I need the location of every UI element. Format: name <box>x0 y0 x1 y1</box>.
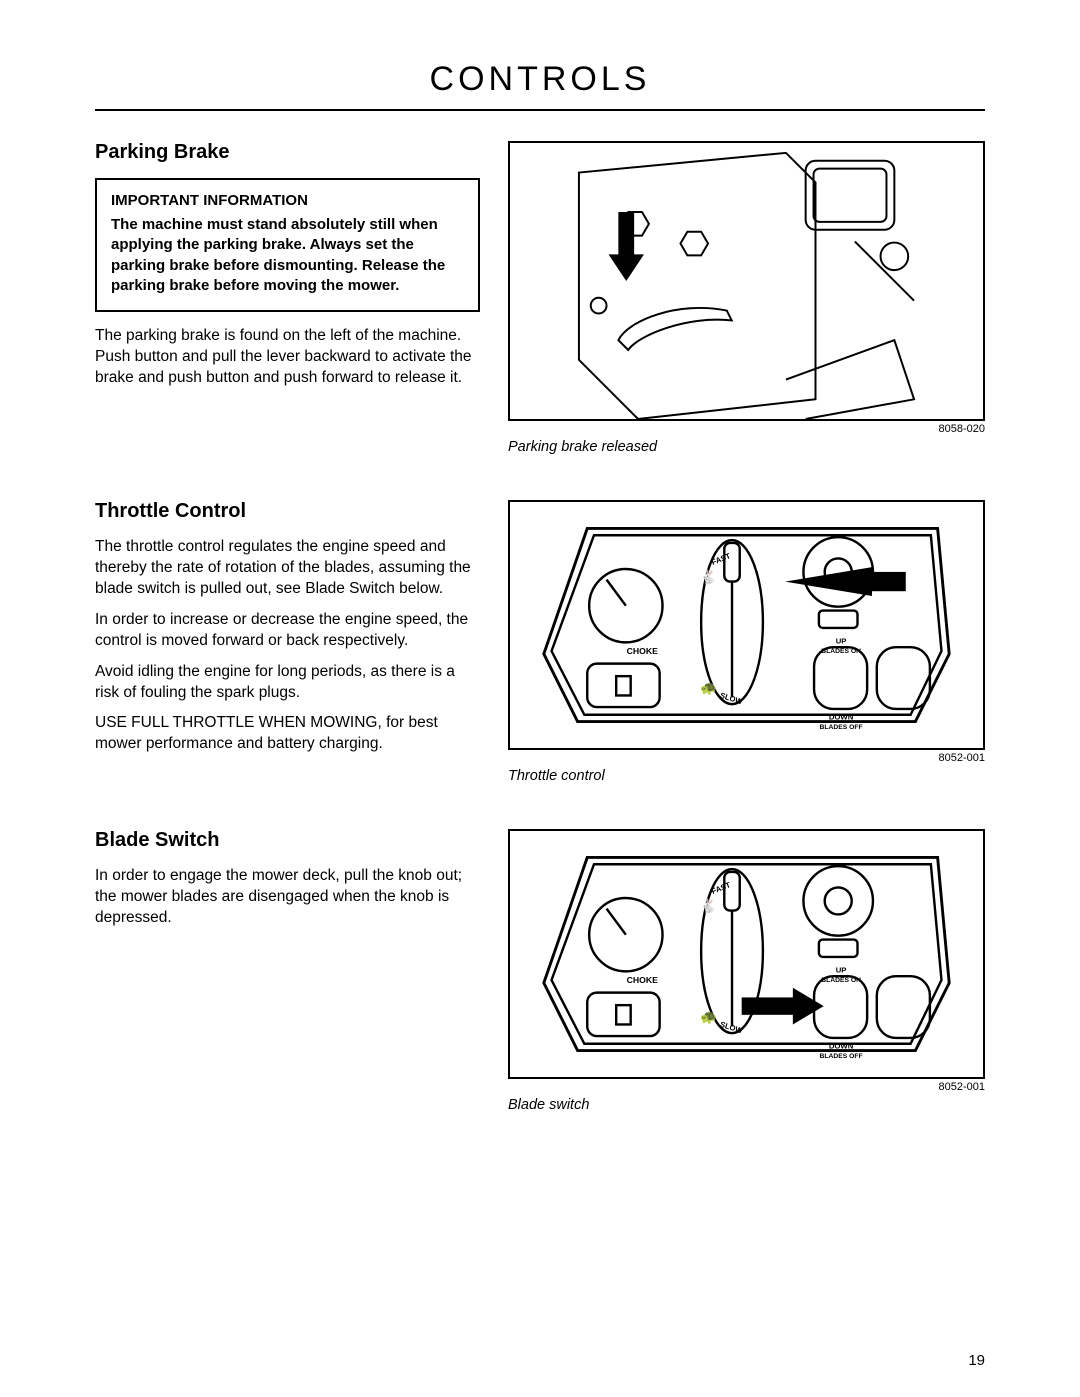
important-information-box: IMPORTANT INFORMATION The machine must s… <box>95 178 480 312</box>
figure-caption: Parking brake released <box>508 439 985 455</box>
figure-parking-brake <box>508 141 985 421</box>
label-blades-off: BLADES OFF <box>820 724 863 731</box>
figure-ref: 8058-020 <box>508 423 985 435</box>
section-parking-brake: Parking Brake IMPORTANT INFORMATION The … <box>95 141 985 455</box>
heading-blade-switch: Blade Switch <box>95 829 480 852</box>
parking-brake-diagram-icon <box>510 143 983 419</box>
paragraph: USE FULL THROTTLE WHEN MOWING, for best … <box>95 713 480 755</box>
control-panel-diagram-icon: CHOKE FAST SLOW UP BLADES ON DOWN BLADES… <box>522 843 971 1065</box>
page-title: CONTROLS <box>95 60 985 111</box>
info-box-body: The machine must stand absolutely still … <box>111 215 464 296</box>
label-choke: CHOKE <box>627 646 659 656</box>
figure-caption: Throttle control <box>508 768 985 784</box>
heading-parking-brake: Parking Brake <box>95 141 480 164</box>
label-blades-on: BLADES ON <box>821 648 861 655</box>
paragraph: The throttle control regulates the engin… <box>95 537 480 600</box>
heading-throttle-control: Throttle Control <box>95 500 480 523</box>
label-up: UP <box>836 965 847 974</box>
label-down: DOWN <box>829 1042 854 1051</box>
info-box-title: IMPORTANT INFORMATION <box>111 192 464 209</box>
figure-ref: 8052-001 <box>508 752 985 764</box>
label-choke: CHOKE <box>627 975 659 985</box>
label-down: DOWN <box>829 713 854 722</box>
section-blade-switch: Blade Switch In order to engage the mowe… <box>95 829 985 1113</box>
section-throttle-control: Throttle Control The throttle control re… <box>95 500 985 784</box>
svg-text:🐢: 🐢 <box>700 681 717 696</box>
paragraph: In order to engage the mower deck, pull … <box>95 866 480 929</box>
paragraph: The parking brake is found on the left o… <box>95 326 480 389</box>
page-number: 19 <box>968 1352 985 1369</box>
figure-caption: Blade switch <box>508 1097 985 1113</box>
label-up: UP <box>836 636 847 645</box>
figure-blade-switch: CHOKE FAST SLOW UP BLADES ON DOWN BLADES… <box>508 829 985 1079</box>
svg-text:🐇: 🐇 <box>700 569 717 585</box>
label-blades-on: BLADES ON <box>821 977 861 984</box>
figure-throttle-control: CHOKE FAST SLOW UP BLADES ON DOWN BLADES… <box>508 500 985 750</box>
label-blades-off: BLADES OFF <box>820 1053 863 1060</box>
control-panel-diagram-icon: CHOKE FAST SLOW UP BLADES ON DOWN BLADES… <box>522 514 971 736</box>
svg-text:🐢: 🐢 <box>700 1010 717 1025</box>
figure-ref: 8052-001 <box>508 1081 985 1093</box>
paragraph: In order to increase or decrease the eng… <box>95 610 480 652</box>
paragraph: Avoid idling the engine for long periods… <box>95 662 480 704</box>
svg-text:🐇: 🐇 <box>700 898 717 914</box>
